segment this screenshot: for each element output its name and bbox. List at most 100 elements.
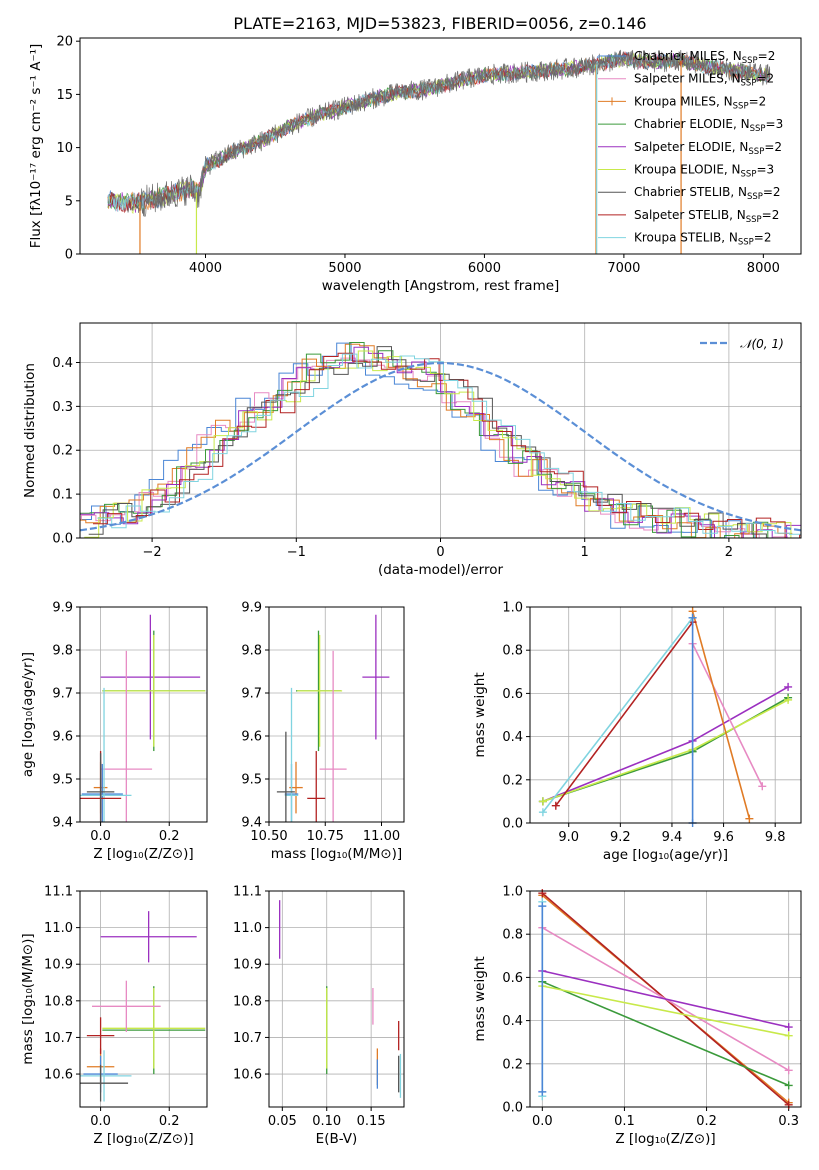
y-tick-label: 0.8 [502, 644, 523, 659]
weight-series-line [542, 970, 789, 1028]
x-tick-label: 0.0 [90, 1114, 111, 1129]
x-tick-label: −1 [287, 545, 306, 560]
x-tick-label: 10.75 [307, 829, 344, 844]
plot-frame [79, 37, 802, 255]
y-tick-label: 9.8 [241, 644, 262, 659]
x-axis-label: Z [log₁₀(Z/Z⊙)] [615, 1131, 715, 1147]
legend-label: Chabrier MILES, NSSP=2 [634, 49, 775, 66]
x-tick-label: 1 [581, 545, 589, 560]
errorbar-point [307, 751, 326, 822]
weight-point-marker [538, 902, 547, 911]
weight-point-marker [784, 1100, 793, 1109]
y-tick-label: 11.1 [233, 885, 262, 900]
weight-series-line [542, 617, 694, 813]
y-tick-label: 9.5 [52, 773, 73, 788]
y-tick-label: 15 [56, 88, 73, 103]
errorbar-point [80, 1050, 132, 1102]
y-tick-label: 10.9 [44, 958, 73, 973]
residual-histogram-step [80, 342, 784, 538]
y-tick-label: 9.9 [241, 601, 262, 616]
y-tick-label: 0.6 [502, 971, 523, 986]
y-tick-label: 0.4 [52, 356, 73, 371]
y-tick-label: 0.1 [52, 488, 73, 503]
y-tick-label: 10.9 [233, 958, 262, 973]
x-tick-label: 9.0 [558, 830, 579, 845]
x-tick-label: 2 [725, 545, 733, 560]
weight-vs-age-series [538, 607, 793, 827]
x-tick-label: −2 [143, 545, 162, 560]
weight-point-marker [745, 814, 754, 823]
weight-vs-age-axes: 9.0 9.2 9.4 9.6 9.8 0.0 0.2 0.4 0.6 0.8 1.0 age [lo… [472, 601, 801, 863]
y-tick-label: 0.0 [52, 532, 73, 547]
y-tick-label: 0 [65, 248, 73, 263]
weight-point-marker [784, 1066, 793, 1075]
plot-frame [529, 606, 802, 824]
y-tick-label: 0.0 [502, 817, 523, 832]
spectrum-lines [107, 49, 771, 254]
residual-histograms [80, 342, 801, 538]
y-tick-label: 10.7 [44, 1031, 73, 1046]
y-tick-label: 1.0 [502, 885, 523, 900]
errorbar-point [92, 980, 161, 1032]
errorbar-point [100, 650, 153, 822]
data-spectrum-line [135, 49, 771, 217]
x-tick-label: 11.00 [363, 829, 400, 844]
weight-point-marker [538, 889, 547, 898]
figure-title: PLATE=2163, MJD=53823, FIBERID=0056, z=0… [233, 14, 646, 33]
mass-vs-Z-points [80, 911, 206, 1102]
weight-vs-Z-series [538, 889, 793, 1109]
normal-curve [80, 361, 801, 532]
y-tick-label: 10 [56, 141, 73, 156]
weight-series-line [555, 621, 694, 807]
legend-label: Salpeter MILES, NSSP=2 [634, 72, 774, 89]
weight-series-line [691, 643, 764, 787]
residuals-axes: −2 −1 0 1 2 0.0 0.1 0.2 0.3 0.4 (data-model)/error… [22, 323, 801, 578]
x-tick-label: 0.0 [532, 1114, 553, 1129]
y-tick-label: 10.6 [233, 1068, 262, 1083]
mass-vs-ebv-axes: 0.05 0.10 0.15 10.6 10.7 10.8 10.9 11.0 11.1 E(B-… [233, 885, 404, 1147]
x-axis-label: Z [log₁₀(Z/Z⊙)] [93, 1131, 193, 1147]
y-tick-label: 0.2 [502, 1057, 523, 1072]
x-tick-label: 0.3 [778, 1114, 799, 1129]
y-axis-label: mass weight [472, 672, 488, 757]
errorbar-point [284, 687, 299, 822]
mass-vs-ebv-points [279, 900, 402, 1098]
x-tick-label: 0.2 [159, 829, 180, 844]
x-tick-label: 0.1 [614, 1114, 635, 1129]
residual-histogram-step [80, 343, 793, 538]
errorbar-point [86, 1017, 115, 1054]
errorbar-point [362, 614, 390, 740]
x-tick-label: 0.10 [312, 1114, 341, 1129]
y-tick-label: 9.7 [52, 687, 73, 702]
errorbar-point [86, 753, 115, 822]
y-tick-label: 0.3 [52, 400, 73, 415]
y-tick-label: 20 [56, 35, 73, 50]
errorbar-point [297, 634, 343, 747]
errorbar-point [102, 634, 206, 747]
y-tick-label: 0.2 [502, 773, 523, 788]
x-tick-label: 7000 [607, 261, 640, 276]
y-tick-label: 9.8 [52, 644, 73, 659]
weight-point-marker [538, 808, 547, 817]
legend-label: Kroupa STELIB, NSSP=2 [634, 231, 772, 248]
y-tick-label: 10.8 [233, 994, 262, 1009]
y-tick-label: 0.4 [502, 730, 523, 745]
weight-series-line [541, 980, 790, 1087]
y-tick-label: 5 [65, 194, 73, 209]
x-tick-label: 10.50 [250, 829, 287, 844]
age-vs-Z-points [80, 614, 206, 822]
y-axis-label: Normed distribution [22, 363, 38, 498]
weight-point-marker [538, 1087, 547, 1096]
legend-label: Kroupa MILES, NSSP=2 [634, 94, 766, 111]
x-axis-label: Z [log₁₀(Z/Z⊙)] [93, 846, 193, 862]
x-axis-label: mass [log₁₀(M/M⊙)] [271, 846, 402, 862]
plot-frame [268, 890, 405, 1108]
x-tick-label: 0.0 [90, 829, 111, 844]
y-axis-label: age [log₁₀(age/yr)] [20, 652, 36, 777]
age-vs-mass-points [276, 614, 390, 822]
errorbar-point [80, 1064, 129, 1102]
errorbar-point [276, 731, 295, 822]
plot-frame [79, 322, 802, 539]
y-tick-label: 9.7 [241, 687, 262, 702]
